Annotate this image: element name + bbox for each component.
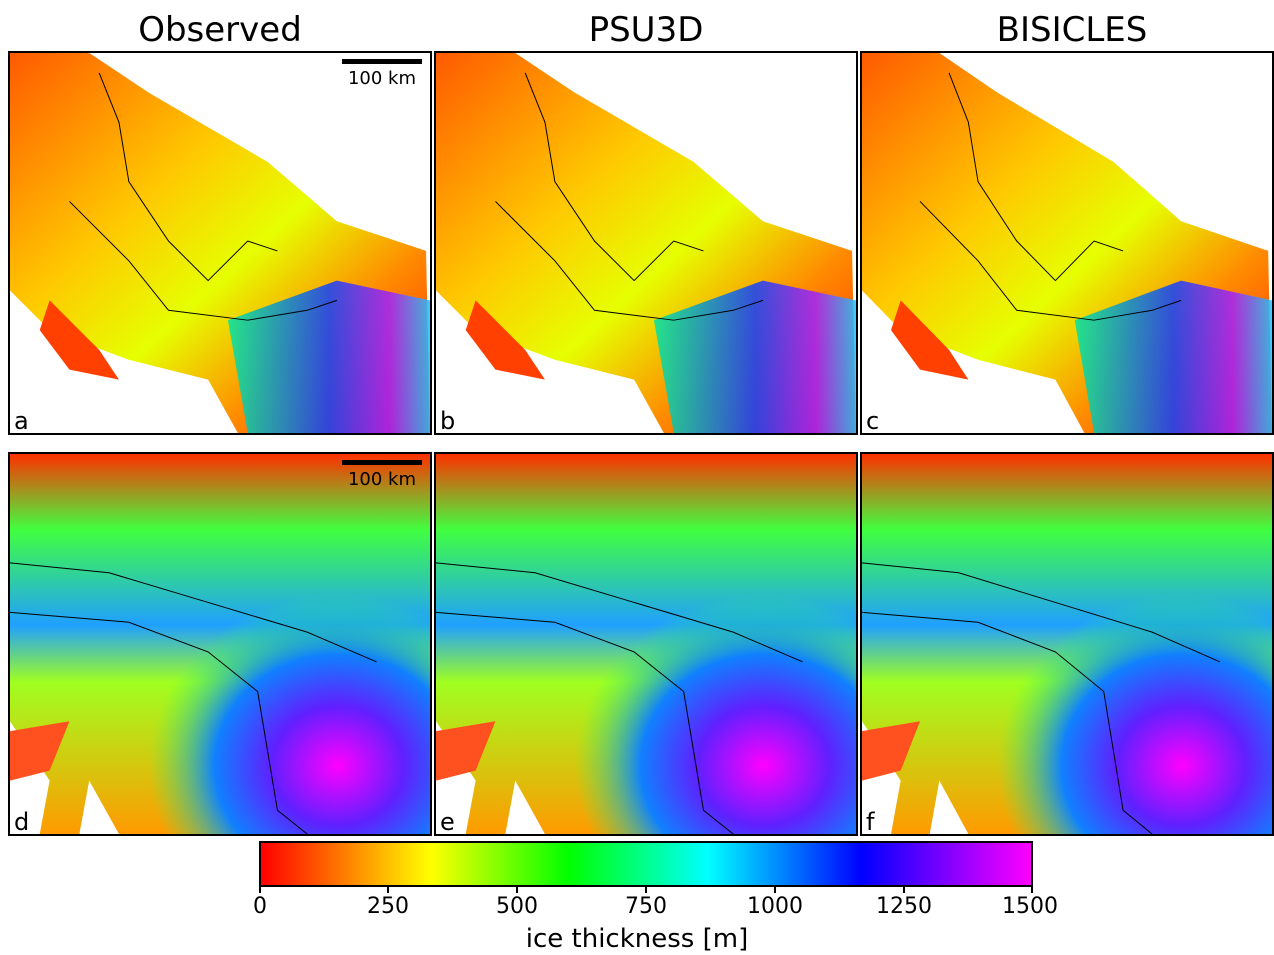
colorbar-tick <box>774 887 776 893</box>
colorbar-tick-label: 750 <box>625 894 667 919</box>
colorbar-tick <box>259 887 261 893</box>
colorbar-tick-label: 500 <box>496 894 538 919</box>
panel-label: e <box>440 808 455 836</box>
map-panel-b: b <box>434 51 858 435</box>
colorbar-label: ice thickness [m] <box>525 924 749 954</box>
map-image-c <box>862 53 1272 433</box>
panel-label: f <box>866 808 875 836</box>
map-panel-e: e <box>434 452 858 836</box>
map-image-e <box>436 454 856 834</box>
panel-label: a <box>14 407 29 435</box>
colorbar-tick <box>516 887 518 893</box>
panel-label: c <box>866 407 880 435</box>
scale-bar: 100 km <box>342 460 422 490</box>
map-panel-a: 100 km a <box>8 51 432 435</box>
colorbar-tick-label: 250 <box>367 894 409 919</box>
colorbar-tick-label: 1000 <box>747 894 803 919</box>
map-image-d <box>10 454 430 834</box>
colorbar <box>259 841 1033 887</box>
colorbar-tick-label: 0 <box>253 894 267 919</box>
scale-bar-label: 100 km <box>347 68 417 89</box>
title-bisicles: BISICLES <box>996 10 1148 50</box>
scale-bar-label: 100 km <box>347 469 417 490</box>
map-panel-d: 100 km d <box>8 452 432 836</box>
scale-bar-line <box>342 460 422 465</box>
panel-label: b <box>440 407 456 435</box>
title-observed: Observed <box>138 10 302 50</box>
colorbar-tick <box>387 887 389 893</box>
colorbar-tick <box>1031 887 1033 893</box>
title-psu3d: PSU3D <box>588 10 704 50</box>
scale-bar-line <box>342 59 422 64</box>
colorbar-tick <box>645 887 647 893</box>
scale-bar: 100 km <box>342 59 422 89</box>
map-image-a <box>10 53 430 433</box>
colorbar-tick <box>903 887 905 893</box>
map-image-f <box>862 454 1272 834</box>
panel-label: d <box>14 808 30 836</box>
colorbar-tick-label: 1250 <box>876 894 932 919</box>
map-image-b <box>436 53 856 433</box>
map-panel-c: c <box>860 51 1274 435</box>
map-panel-f: f <box>860 452 1274 836</box>
colorbar-tick-label: 1500 <box>1002 894 1058 919</box>
